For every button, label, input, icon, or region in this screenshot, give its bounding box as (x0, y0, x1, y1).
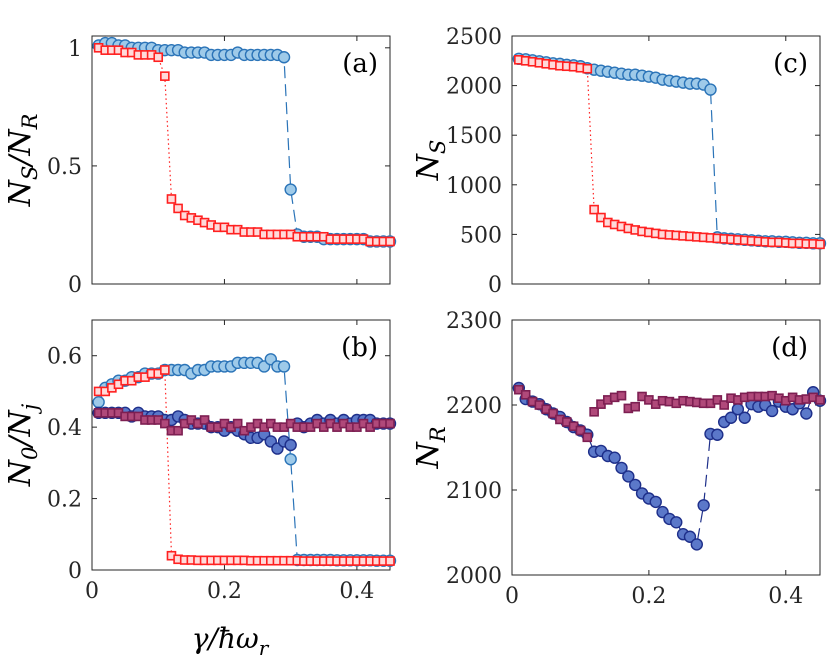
point-squares-red (596, 212, 606, 223)
y-tick-label: 2000 (446, 75, 502, 100)
y-tick-label: 1 (68, 37, 82, 62)
panel-label: (a) (342, 49, 378, 79)
point-squares-purple (385, 418, 395, 429)
point-circles-dark (622, 470, 635, 483)
point-squares-red (589, 204, 599, 215)
panel-b: 0 0.2 0.4 0 0.2 0.4 0.6 (b) N0/Nj (3, 319, 397, 604)
point-circles-light (284, 183, 297, 196)
point-squares-red (166, 194, 177, 204)
x-tick-label: 0.2 (631, 584, 666, 609)
y-tick-label: 0.5 (47, 155, 82, 180)
y-tick-label: 0 (68, 559, 82, 584)
point-squares-purple (630, 401, 641, 412)
y-tick-label: 0.2 (47, 488, 82, 513)
axes-box (511, 35, 821, 285)
y-axis-label: NS/NR (3, 113, 42, 207)
panel-a: 0 0.5 1 (a) NS/NR (3, 35, 397, 298)
panel-label: (d) (771, 333, 808, 363)
point-squares-red (160, 365, 170, 375)
point-circles-dark (670, 516, 683, 529)
x-tick-label: 0.2 (207, 579, 242, 604)
panel-c: 0 500 1000 1500 2000 2500 (c) NS (411, 25, 827, 298)
x-tick-label: 0 (85, 579, 99, 604)
point-squares-red (153, 52, 164, 63)
axes-box (91, 35, 391, 285)
y-tick-label: 0 (488, 273, 502, 298)
point-squares-purple (719, 400, 729, 410)
point-circles-dark (765, 404, 779, 418)
point-circles-dark (683, 530, 697, 543)
point-circles-light (284, 453, 297, 466)
point-circles-dark (800, 407, 813, 420)
point-squares-red (385, 556, 395, 566)
y-tick-label: 2200 (446, 394, 502, 419)
y-tick-label: 2100 (446, 479, 502, 504)
point-squares-purple (160, 418, 170, 429)
panel-d: 0 0.2 0.4 2000 2100 2200 2300 (d) NR (411, 309, 827, 609)
y-axis-label: NR (411, 426, 450, 469)
y-tick-label: 0.6 (47, 345, 82, 370)
panel-label: (b) (341, 333, 378, 363)
point-circles-dark (738, 411, 751, 424)
point-squares-purple (514, 384, 524, 395)
point-circles-light (92, 395, 105, 409)
point-circles-light (277, 360, 291, 373)
point-squares-red (173, 203, 183, 214)
x-tick-label: 0.4 (768, 584, 803, 609)
point-circles-dark (711, 428, 724, 441)
point-circles-dark (697, 499, 710, 512)
point-squares-purple (589, 406, 599, 417)
point-squares-red (385, 236, 395, 247)
y-tick-label: 2000 (446, 564, 502, 589)
point-circles-dark (690, 538, 703, 551)
point-squares-purple (199, 415, 210, 425)
y-tick-label: 1000 (446, 174, 502, 199)
point-squares-purple (815, 395, 825, 405)
point-squares-purple (575, 425, 586, 436)
point-squares-purple (232, 418, 243, 429)
point-circles-dark (629, 478, 642, 492)
point-squares-red (582, 63, 593, 74)
x-axis-label: γ/ħωr (192, 622, 270, 660)
y-tick-label: 2500 (446, 25, 502, 50)
y-tick-label: 0 (68, 273, 82, 298)
point-circles-dark (724, 411, 738, 424)
y-axis-label: NS (411, 140, 450, 182)
y-axis-label: N0/Nj (3, 403, 42, 487)
y-tick-label: 2300 (446, 309, 502, 334)
series-line-squares-red (98, 369, 390, 562)
point-squares-purple (616, 390, 627, 401)
point-circles-dark (649, 495, 662, 509)
y-tick-label: 1500 (446, 124, 502, 149)
point-squares-red (160, 71, 170, 81)
point-circles-dark (608, 451, 621, 464)
y-tick-label: 500 (460, 223, 502, 248)
y-tick-label: 0.4 (47, 416, 82, 441)
panel-label: (c) (773, 49, 808, 79)
x-tick-label: 0.4 (339, 579, 374, 604)
point-circles-light (277, 51, 291, 64)
point-squares-red (815, 239, 825, 250)
point-squares-purple (712, 395, 723, 405)
series-line-circles-light (98, 358, 390, 562)
point-circles-light (704, 83, 717, 96)
axes-box (511, 319, 821, 576)
point-squares-purple (520, 389, 531, 400)
point-circles-dark (615, 461, 628, 475)
point-squares-purple (582, 432, 593, 443)
axes-box (91, 319, 391, 571)
point-squares-purple (173, 425, 183, 436)
series-line-squares-red (518, 59, 821, 245)
x-tick-label: 0 (505, 584, 519, 609)
point-circles-dark (284, 438, 297, 452)
point-squares-purple (548, 408, 558, 419)
